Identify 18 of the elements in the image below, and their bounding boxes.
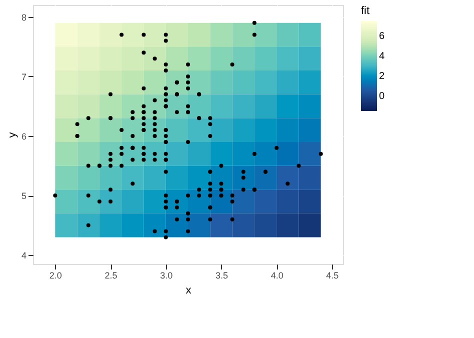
color-bar-label: 0 <box>379 91 385 102</box>
y-tick-label: 7 <box>21 72 26 82</box>
x-tick-label: 2.0 <box>49 270 62 280</box>
y-axis-title: y <box>6 132 18 138</box>
color-bar-label: 6 <box>379 31 385 42</box>
y-tick-label: 6 <box>21 131 26 142</box>
color-bar-label: 2 <box>379 71 385 82</box>
x-tick-label: 3.0 <box>160 270 173 280</box>
x-tick-label: 3.5 <box>215 270 228 280</box>
color-bar-label: 4 <box>379 51 385 62</box>
x-tick-label: 4.0 <box>270 270 284 280</box>
x-tick-label: 4.5 <box>326 270 339 280</box>
y-tick-label: 4 <box>21 250 26 261</box>
x-tick-label: 2.5 <box>104 270 118 280</box>
color-bar-title: fit <box>361 5 370 17</box>
x-axis-title: x <box>186 284 192 296</box>
y-tick-label: 5 <box>21 191 26 202</box>
y-tick-label: 8 <box>21 12 26 22</box>
